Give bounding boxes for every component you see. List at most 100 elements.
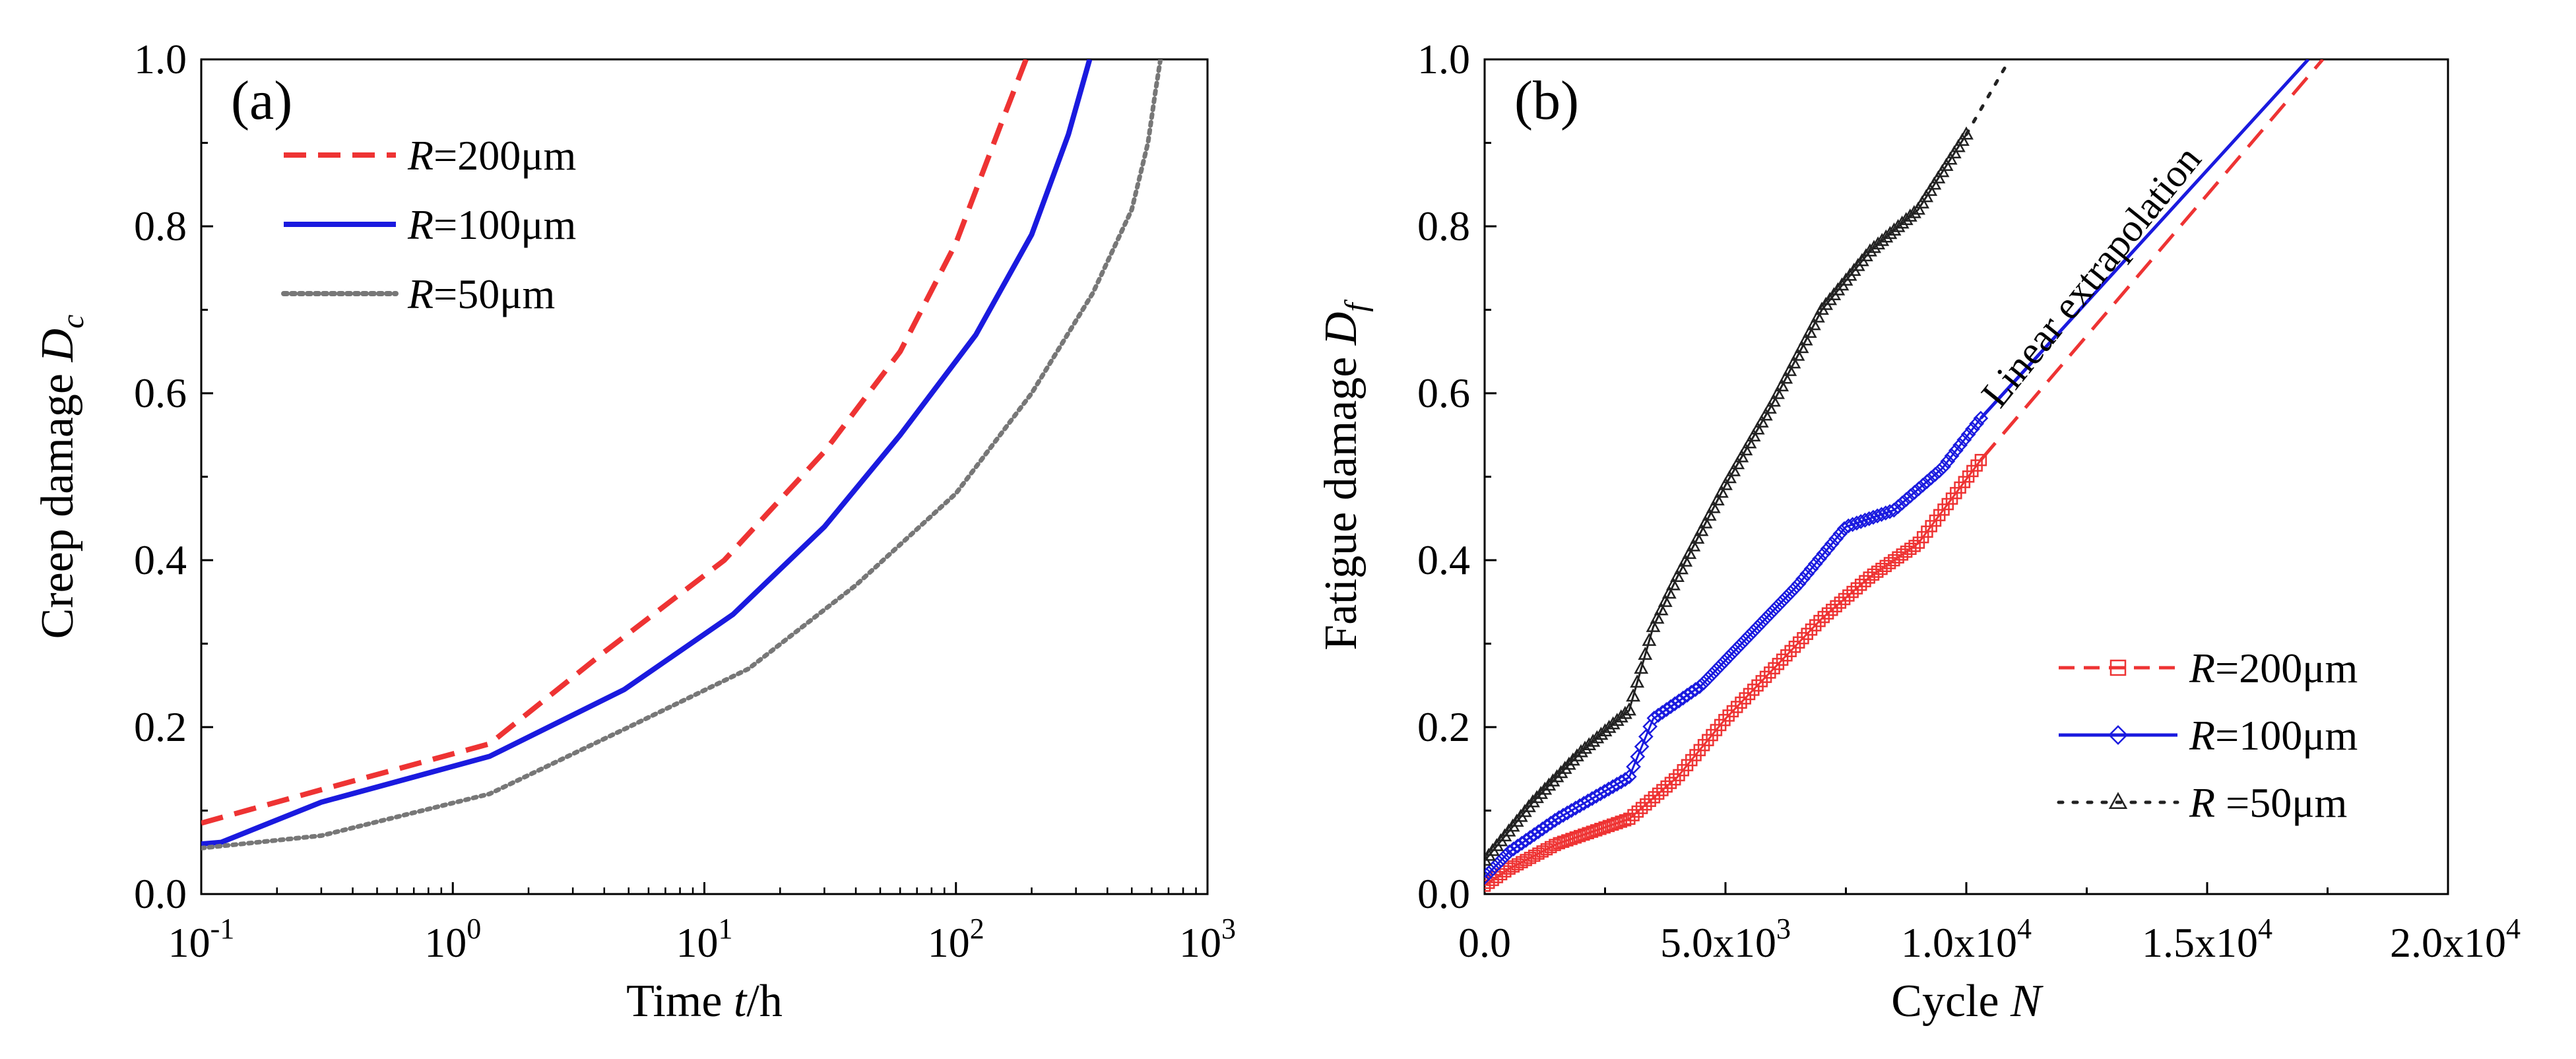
series-marker-2 bbox=[1778, 370, 1793, 384]
series-marker-0 bbox=[1569, 831, 1582, 844]
y-axis-label-variable: D bbox=[32, 329, 83, 363]
series-marker-1 bbox=[1898, 492, 1914, 507]
series-marker-0 bbox=[1565, 833, 1578, 845]
x-tick-base: 10 bbox=[424, 919, 467, 966]
series-marker-1 bbox=[1969, 416, 1984, 432]
y-tick-label: 0.2 bbox=[134, 703, 187, 750]
series-marker-1 bbox=[1729, 641, 1745, 657]
x-tick-mantissa: 0.0 bbox=[1458, 919, 1511, 966]
series-marker-0 bbox=[1809, 619, 1822, 631]
series-marker-0 bbox=[1656, 784, 1669, 796]
series-marker-2 bbox=[1950, 139, 1966, 152]
series-marker-2 bbox=[1650, 610, 1665, 624]
series-marker-2 bbox=[1597, 723, 1613, 736]
series-marker-2 bbox=[1738, 442, 1753, 456]
series-marker-1 bbox=[1485, 861, 1500, 877]
series-marker-1 bbox=[1634, 739, 1650, 754]
series-line-0 bbox=[1485, 459, 1982, 887]
series-marker-0 bbox=[1780, 649, 1793, 662]
y-tick-label: 1.0 bbox=[1417, 36, 1470, 82]
y-tick-label: 0.2 bbox=[1417, 703, 1470, 750]
series-marker-2 bbox=[1782, 363, 1797, 376]
y-tick-label: 1.0 bbox=[134, 36, 187, 82]
series-marker-0 bbox=[1532, 847, 1545, 860]
series-marker-2 bbox=[1630, 674, 1645, 688]
series-marker-2 bbox=[1618, 705, 1632, 719]
x-tick-exponent: 4 bbox=[2258, 913, 2272, 945]
y-axis-label-main: Fatigue damage bbox=[1316, 345, 1367, 651]
series-marker-2 bbox=[1758, 407, 1773, 421]
x-tick-label: 2.0x104 bbox=[2390, 913, 2521, 966]
legend-label-value: =100μm bbox=[434, 201, 576, 248]
series-marker-0 bbox=[1549, 839, 1561, 851]
series-marker-1 bbox=[1493, 852, 1509, 868]
series-marker-0 bbox=[1722, 709, 1735, 722]
x-tick-label: 1.5x104 bbox=[2142, 913, 2272, 966]
series-marker-2 bbox=[1879, 229, 1894, 243]
series-marker-0 bbox=[1801, 627, 1813, 640]
series-group bbox=[201, 59, 1163, 850]
series-marker-0 bbox=[1606, 818, 1619, 831]
series-marker-0 bbox=[1648, 791, 1661, 804]
series-marker-2 bbox=[1638, 647, 1653, 660]
x-tick-base: 10 bbox=[1734, 919, 1776, 966]
series-marker-0 bbox=[1615, 816, 1628, 828]
series-marker-0 bbox=[1759, 670, 1772, 684]
x-tick-label: 5.0x103 bbox=[1660, 913, 1791, 966]
x-tick-base: 10 bbox=[1975, 919, 2017, 966]
series-marker-0 bbox=[1540, 843, 1553, 856]
legend-marker-0 bbox=[2109, 659, 2127, 676]
series-marker-1 bbox=[1750, 619, 1765, 635]
series-marker-2 bbox=[1646, 619, 1661, 632]
series-marker-1 bbox=[1704, 666, 1720, 682]
series-marker-0 bbox=[1974, 453, 1987, 466]
series-marker-0 bbox=[1664, 777, 1677, 789]
legend-label-value: =50μm bbox=[434, 271, 555, 317]
series-marker-0 bbox=[1627, 809, 1640, 821]
x-tick-exponent: 0 bbox=[467, 913, 481, 945]
series-marker-1 bbox=[1762, 606, 1778, 622]
series-marker-0 bbox=[1644, 794, 1656, 807]
series-marker-2 bbox=[1626, 688, 1640, 702]
series-marker-2 bbox=[1734, 449, 1749, 463]
series-marker-2 bbox=[1557, 761, 1572, 774]
x-tick-mantissa: 5.0x bbox=[1660, 919, 1734, 966]
x-tick-exponent: 3 bbox=[1221, 913, 1236, 945]
series-marker-2 bbox=[1798, 332, 1813, 346]
series-marker-2 bbox=[1907, 205, 1921, 218]
x-tick-base: 10 bbox=[676, 919, 719, 966]
series-marker-1 bbox=[1907, 484, 1923, 500]
series-marker-1 bbox=[1828, 531, 1844, 546]
series-marker-0 bbox=[1859, 575, 1871, 588]
series-marker-0 bbox=[1586, 825, 1599, 838]
series-marker-0 bbox=[1838, 593, 1851, 606]
legend-label-variable: R bbox=[407, 132, 434, 179]
series-marker-2 bbox=[1915, 195, 1929, 209]
series-marker-2 bbox=[1578, 740, 1592, 754]
series-marker-2 bbox=[1710, 492, 1725, 505]
legend-label-2: R=50μm bbox=[407, 271, 555, 317]
series-marker-1 bbox=[1621, 769, 1637, 785]
annotation-linear-extrapolation: Linear extrapolation bbox=[1973, 138, 2209, 416]
series-marker-2 bbox=[1794, 340, 1809, 354]
series-marker-1 bbox=[1820, 541, 1836, 557]
series-marker-0 bbox=[1850, 582, 1863, 594]
series-line-2 bbox=[1485, 133, 1968, 862]
series-marker-0 bbox=[1904, 542, 1917, 556]
series-marker-1 bbox=[1708, 662, 1724, 678]
series-marker-1 bbox=[1692, 679, 1708, 694]
legend-marker-2 bbox=[2108, 792, 2128, 810]
series-marker-2 bbox=[1545, 773, 1561, 786]
series-marker-0 bbox=[1503, 862, 1516, 875]
series-marker-0 bbox=[1805, 623, 1818, 636]
series-marker-0 bbox=[1764, 666, 1776, 679]
x-tick-mantissa: 1.0x bbox=[1901, 919, 1975, 966]
series-marker-2 bbox=[1811, 309, 1825, 323]
legend-label-0: R=200μm bbox=[407, 132, 576, 179]
y-tick-label: 0.6 bbox=[134, 369, 187, 416]
series-marker-1 bbox=[1903, 488, 1918, 503]
x-tick-exponent: -1 bbox=[210, 913, 235, 945]
series-marker-2 bbox=[1666, 577, 1681, 591]
series-marker-1 bbox=[1770, 598, 1786, 614]
x-tick-exponent: 3 bbox=[1776, 913, 1791, 945]
